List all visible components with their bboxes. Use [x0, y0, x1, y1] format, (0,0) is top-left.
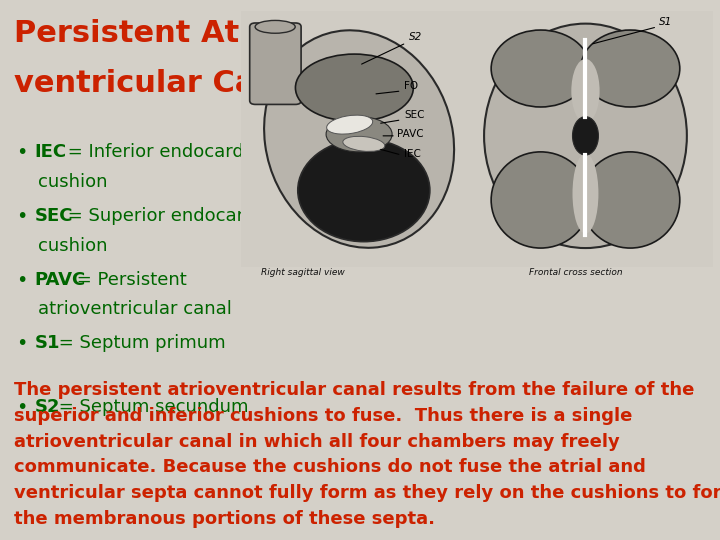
Text: the membranous portions of these septa.: the membranous portions of these septa. [14, 510, 436, 528]
Text: S2: S2 [409, 32, 422, 42]
Ellipse shape [572, 153, 598, 234]
Ellipse shape [491, 152, 590, 248]
Text: = Septum secundum: = Septum secundum [53, 398, 248, 416]
Ellipse shape [343, 136, 384, 151]
Ellipse shape [327, 115, 373, 134]
Ellipse shape [491, 30, 590, 107]
Text: = Inferior endocardial: = Inferior endocardial [62, 143, 265, 161]
Text: S1: S1 [35, 334, 60, 352]
Text: atrioventricular canal in which all four chambers may freely: atrioventricular canal in which all four… [14, 433, 620, 450]
Text: cushion: cushion [38, 237, 108, 254]
Text: •: • [16, 143, 27, 162]
Text: S1: S1 [659, 17, 672, 27]
Text: superior and inferior cushions to fuse.  Thus there is a single: superior and inferior cushions to fuse. … [14, 407, 633, 424]
Text: = Septum primum: = Septum primum [53, 334, 225, 352]
Text: •: • [16, 334, 27, 353]
Text: PAVC: PAVC [397, 130, 423, 139]
Ellipse shape [298, 139, 430, 242]
Ellipse shape [295, 54, 413, 122]
Text: ventricular Canal: ventricular Canal [14, 69, 308, 98]
Text: atrioventricular canal: atrioventricular canal [38, 300, 232, 318]
Ellipse shape [572, 59, 600, 123]
Text: = Persistent: = Persistent [71, 271, 186, 288]
Text: FO: FO [404, 82, 418, 91]
Ellipse shape [264, 30, 454, 248]
Text: ventricular septa cannot fully form as they rely on the cushions to form: ventricular septa cannot fully form as t… [14, 484, 720, 502]
Text: •: • [16, 207, 27, 226]
Ellipse shape [326, 117, 392, 152]
Ellipse shape [255, 21, 295, 33]
FancyBboxPatch shape [250, 23, 301, 104]
Text: S2: S2 [35, 398, 60, 416]
Ellipse shape [581, 152, 680, 248]
Text: SEC: SEC [35, 207, 73, 225]
Ellipse shape [484, 24, 687, 248]
Text: SEC: SEC [404, 110, 424, 120]
Text: communicate. Because the cushions do not fuse the atrial and: communicate. Because the cushions do not… [14, 458, 647, 476]
Text: The persistent atrioventricular canal results from the failure of the: The persistent atrioventricular canal re… [14, 381, 695, 399]
Text: Persistent Atrio-: Persistent Atrio- [14, 19, 299, 48]
Text: •: • [16, 271, 27, 289]
Ellipse shape [572, 117, 598, 155]
Ellipse shape [581, 30, 680, 107]
Text: = Superior endocardial: = Superior endocardial [62, 207, 276, 225]
Text: PAVC: PAVC [35, 271, 86, 288]
Text: IEC: IEC [404, 148, 420, 159]
Text: Frontal cross section: Frontal cross section [529, 268, 623, 278]
Text: IEC: IEC [35, 143, 67, 161]
Text: Right sagittal view: Right sagittal view [261, 268, 344, 278]
Text: cushion: cushion [38, 173, 108, 191]
Text: •: • [16, 398, 27, 417]
